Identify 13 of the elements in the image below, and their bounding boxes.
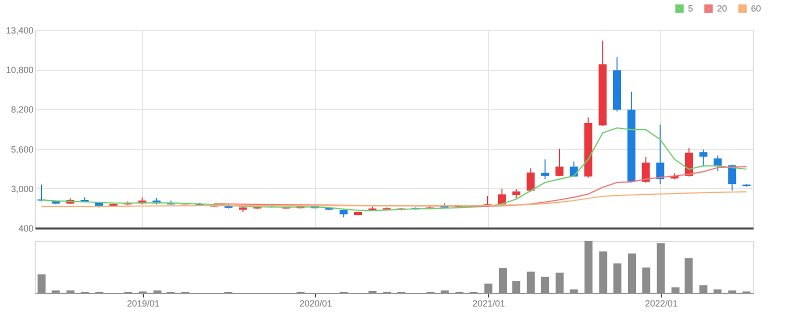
y-tick-label: 8,200	[10, 104, 34, 115]
y-tick-label: 13,400	[6, 26, 34, 36]
y-tick-label: 5,600	[10, 144, 34, 154]
y-tick-label: 400	[18, 224, 34, 234]
legend-label: 60	[751, 4, 762, 14]
x-tick-label: 2022/01	[645, 298, 678, 308]
y-tick-label: 10,800	[6, 65, 34, 76]
legend-label: 5	[688, 4, 694, 14]
x-tick-label: 2019/01	[126, 298, 160, 308]
legend-label: 20	[717, 4, 728, 14]
x-tick-label: 2020/01	[300, 298, 332, 308]
x-tick-label: 2021/01	[472, 298, 506, 308]
y-tick-label: 3,000	[10, 184, 34, 194]
